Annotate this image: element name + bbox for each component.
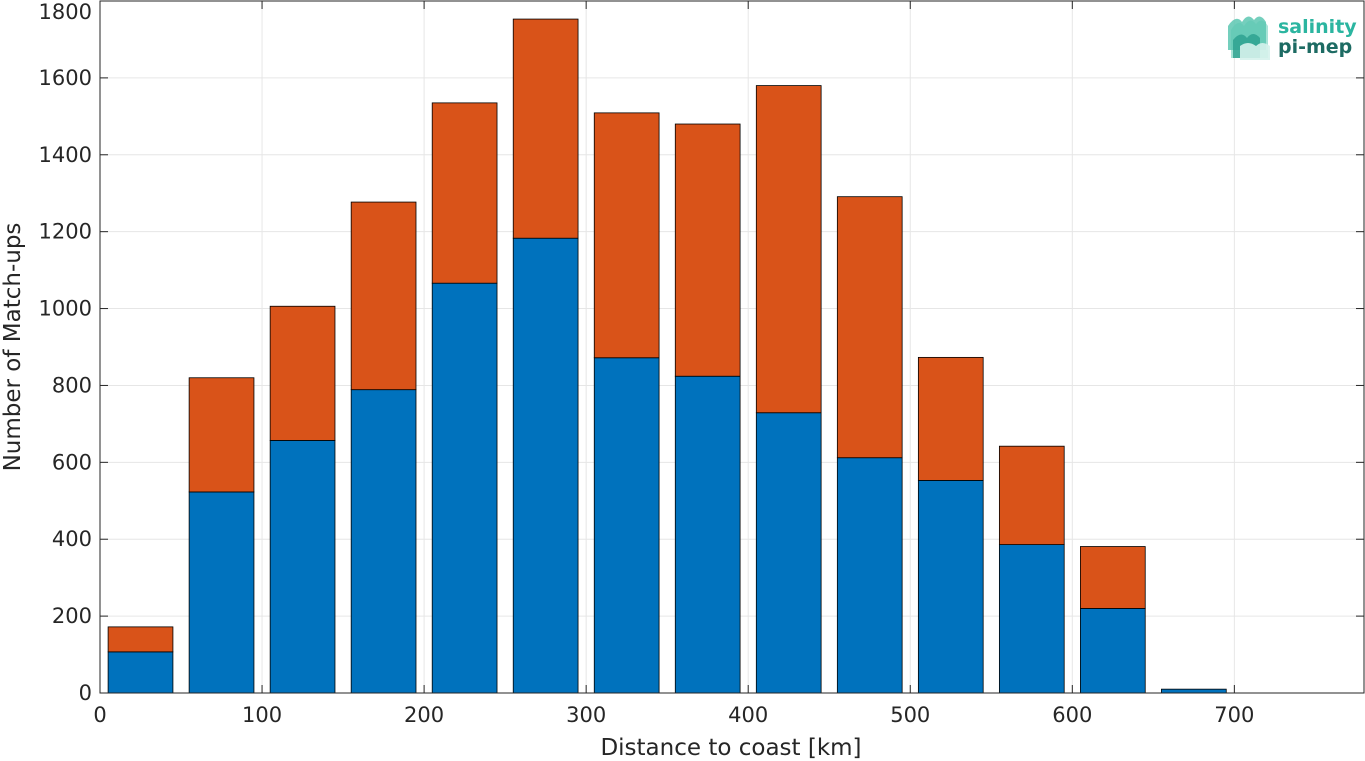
bar-series-1 [512, 237, 579, 694]
x-tick-label: 100 [242, 703, 282, 727]
bar-series-2 [107, 626, 174, 653]
y-tick-label: 1200 [39, 220, 92, 244]
bar-series-1 [998, 544, 1065, 694]
x-tick-label: 600 [1052, 703, 1092, 727]
bar-series-2 [431, 102, 498, 284]
bar-series-2 [674, 123, 741, 377]
bar-series-1 [431, 282, 498, 694]
y-tick-labels: 0 200 400 600 800 1000 1200 1400 1600 1800 [39, 0, 92, 705]
x-tick-labels: 0 100 200 300 400 500 600 700 [93, 703, 1254, 727]
bar-series-2 [269, 305, 336, 441]
bar-series-1 [593, 357, 660, 694]
x-tick-label: 0 [93, 703, 106, 727]
bar-series-1 [1080, 608, 1146, 694]
axis-ticks [99, 0, 1364, 694]
x-axis-label: Distance to coast [km] [600, 735, 861, 761]
y-tick-label: 1600 [39, 66, 92, 90]
y-tick-label: 200 [52, 604, 92, 628]
logo-text-pi-mep: pi-mep [1278, 36, 1352, 58]
x-tick-label: 400 [728, 703, 768, 727]
bar-series-1 [350, 389, 417, 694]
y-tick-label: 800 [52, 373, 92, 397]
bar-series-2 [188, 377, 255, 493]
x-tick-label: 700 [1214, 703, 1254, 727]
bar-series-2 [917, 356, 984, 481]
bar-series-2 [593, 112, 660, 359]
bars [107, 18, 1227, 694]
x-tick-label: 200 [404, 703, 444, 727]
bar-series-1 [755, 412, 822, 694]
y-axis-label: Number of Match-ups [0, 223, 26, 472]
bar-series-2 [998, 445, 1065, 546]
bar-series-1 [269, 440, 336, 694]
y-tick-label: 600 [52, 450, 92, 474]
logo-text-salinity: salinity [1278, 16, 1357, 38]
bar-series-1 [674, 375, 741, 694]
axes-box [99, 0, 1365, 694]
bar-series-2 [755, 85, 822, 414]
bar-series-1 [1161, 688, 1227, 694]
bar-series-1 [917, 480, 984, 694]
y-tick-label: 1800 [39, 0, 92, 24]
bar-series-2 [1080, 546, 1146, 609]
bar-series-2 [512, 18, 579, 239]
x-tick-label: 300 [566, 703, 606, 727]
bar-series-2 [836, 196, 903, 459]
bar-series-1 [836, 457, 903, 694]
y-tick-label: 400 [52, 527, 92, 551]
wave-logo-icon [1228, 16, 1270, 60]
y-tick-label: 1000 [39, 297, 92, 321]
salinity-pi-mep-logo: salinity pi-mep [1228, 16, 1357, 60]
bar-series-2 [350, 201, 417, 391]
x-tick-label: 500 [890, 703, 930, 727]
bar-series-1 [107, 651, 174, 694]
y-tick-label: 1400 [39, 143, 92, 167]
y-tick-label: 0 [79, 681, 92, 705]
bar-series-1 [188, 491, 255, 694]
